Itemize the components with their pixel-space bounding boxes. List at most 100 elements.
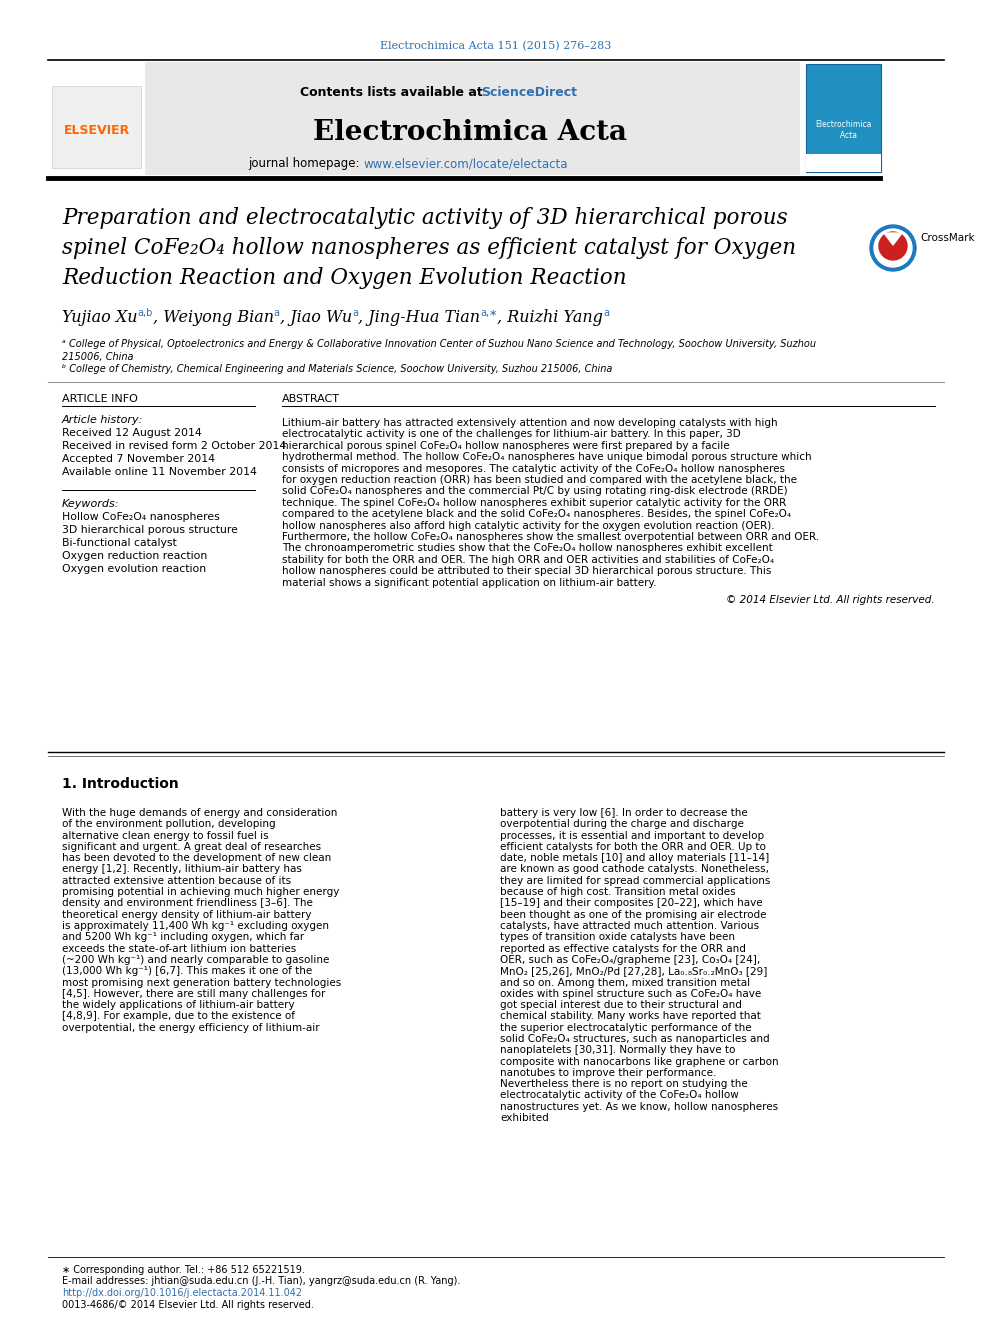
Text: and so on. Among them, mixed transition metal: and so on. Among them, mixed transition …: [500, 978, 750, 987]
Text: compared to the acetylene black and the solid CoFe₂O₄ nanospheres. Besides, the : compared to the acetylene black and the …: [282, 509, 792, 519]
Text: © 2014 Elsevier Ltd. All rights reserved.: © 2014 Elsevier Ltd. All rights reserved…: [726, 595, 935, 605]
Text: got special interest due to their structural and: got special interest due to their struct…: [500, 1000, 742, 1009]
Text: ScienceDirect: ScienceDirect: [481, 86, 577, 99]
Text: and 5200 Wh kg⁻¹ including oxygen, which far: and 5200 Wh kg⁻¹ including oxygen, which…: [62, 933, 305, 942]
Text: a,b: a,b: [138, 308, 153, 318]
Circle shape: [874, 229, 912, 267]
Text: a: a: [603, 308, 609, 318]
Text: nanostructures yet. As we know, hollow nanospheres: nanostructures yet. As we know, hollow n…: [500, 1102, 778, 1111]
Text: 215006, China: 215006, China: [62, 352, 134, 363]
Text: (13,000 Wh kg⁻¹) [6,7]. This makes it one of the: (13,000 Wh kg⁻¹) [6,7]. This makes it on…: [62, 966, 312, 976]
Text: Bi-functional catalyst: Bi-functional catalyst: [62, 538, 177, 548]
Bar: [806, 64, 881, 172]
Text: hollow nanospheres also afford high catalytic activity for the oxygen evolution : hollow nanospheres also afford high cata…: [282, 520, 775, 531]
Text: density and environment friendliness [3–6]. The: density and environment friendliness [3–…: [62, 898, 312, 909]
Text: journal homepage:: journal homepage:: [248, 157, 363, 171]
Text: overpotential during the charge and discharge: overpotential during the charge and disc…: [500, 819, 744, 830]
Text: overpotential, the energy efficiency of lithium-air: overpotential, the energy efficiency of …: [62, 1023, 319, 1033]
Text: exceeds the state-of-art lithium ion batteries: exceeds the state-of-art lithium ion bat…: [62, 943, 297, 954]
Text: Electrochimica Acta 151 (2015) 276–283: Electrochimica Acta 151 (2015) 276–283: [380, 41, 612, 52]
Text: Oxygen evolution reaction: Oxygen evolution reaction: [62, 564, 206, 574]
Text: (~200 Wh kg⁻¹) and nearly comparable to gasoline: (~200 Wh kg⁻¹) and nearly comparable to …: [62, 955, 329, 964]
Text: chemical stability. Many works have reported that: chemical stability. Many works have repo…: [500, 1011, 761, 1021]
Text: [4,8,9]. For example, due to the existence of: [4,8,9]. For example, due to the existen…: [62, 1011, 295, 1021]
Text: ∗ Corresponding author. Tel.: +86 512 65221519.: ∗ Corresponding author. Tel.: +86 512 65…: [62, 1265, 305, 1275]
Text: ELSEVIER: ELSEVIER: [63, 123, 130, 136]
Text: consists of micropores and mesopores. The catalytic activity of the CoFe₂O₄ holl: consists of micropores and mesopores. Th…: [282, 463, 785, 474]
Text: 0013-4686/© 2014 Elsevier Ltd. All rights reserved.: 0013-4686/© 2014 Elsevier Ltd. All right…: [62, 1301, 313, 1310]
Text: processes, it is essential and important to develop: processes, it is essential and important…: [500, 831, 764, 840]
Text: has been devoted to the development of new clean: has been devoted to the development of n…: [62, 853, 331, 863]
Text: nanotubes to improve their performance.: nanotubes to improve their performance.: [500, 1068, 716, 1078]
Text: Preparation and electrocatalytic activity of 3D hierarchical porous: Preparation and electrocatalytic activit…: [62, 206, 788, 229]
Text: they are limited for spread commercial applications: they are limited for spread commercial a…: [500, 876, 771, 886]
Text: a: a: [352, 308, 358, 318]
Text: ᵇ College of Chemistry, Chemical Engineering and Materials Science, Soochow Univ: ᵇ College of Chemistry, Chemical Enginee…: [62, 364, 612, 374]
Text: are known as good cathode catalysts. Nonetheless,: are known as good cathode catalysts. Non…: [500, 864, 769, 875]
Text: a: a: [274, 308, 280, 318]
Text: the superior electrocatalytic performance of the: the superior electrocatalytic performanc…: [500, 1023, 752, 1033]
Text: MnO₂ [25,26], MnO₂/Pd [27,28], La₀.₈Sr₀.₂MnO₃ [29]: MnO₂ [25,26], MnO₂/Pd [27,28], La₀.₈Sr₀.…: [500, 966, 768, 976]
Text: hydrothermal method. The hollow CoFe₂O₄ nanospheres have unique bimodal porous s: hydrothermal method. The hollow CoFe₂O₄ …: [282, 452, 811, 462]
Text: electrocatalytic activity is one of the challenges for lithium-air battery. In t: electrocatalytic activity is one of the …: [282, 430, 741, 439]
Text: Keywords:: Keywords:: [62, 499, 119, 509]
Text: Article history:: Article history:: [62, 415, 144, 425]
Text: reported as effective catalysts for the ORR and: reported as effective catalysts for the …: [500, 943, 746, 954]
Text: 3D hierarchical porous structure: 3D hierarchical porous structure: [62, 525, 238, 534]
Text: Yujiao Xu: Yujiao Xu: [62, 310, 138, 327]
Text: hollow nanospheres could be attributed to their special 3D hierarchical porous s: hollow nanospheres could be attributed t…: [282, 566, 772, 577]
Text: is approximately 11,400 Wh kg⁻¹ excluding oxygen: is approximately 11,400 Wh kg⁻¹ excludin…: [62, 921, 329, 931]
Text: Received 12 August 2014: Received 12 August 2014: [62, 429, 201, 438]
Text: [15–19] and their composites [20–22], which have: [15–19] and their composites [20–22], wh…: [500, 898, 763, 909]
Text: Available online 11 November 2014: Available online 11 November 2014: [62, 467, 257, 478]
Text: Received in revised form 2 October 2014: Received in revised form 2 October 2014: [62, 441, 287, 451]
Text: Accepted 7 November 2014: Accepted 7 November 2014: [62, 454, 215, 464]
Text: most promising next generation battery technologies: most promising next generation battery t…: [62, 978, 341, 987]
Text: battery is very low [6]. In order to decrease the: battery is very low [6]. In order to dec…: [500, 808, 748, 818]
Text: been thought as one of the promising air electrode: been thought as one of the promising air…: [500, 910, 767, 919]
Text: efficient catalysts for both the ORR and OER. Up to: efficient catalysts for both the ORR and…: [500, 841, 766, 852]
Text: spinel CoFe₂O₄ hollow nanospheres as efficient catalyst for Oxygen: spinel CoFe₂O₄ hollow nanospheres as eff…: [62, 237, 797, 259]
Text: because of high cost. Transition metal oxides: because of high cost. Transition metal o…: [500, 888, 736, 897]
Text: solid CoFe₂O₄ nanospheres and the commercial Pt/C by using rotating ring-disk el: solid CoFe₂O₄ nanospheres and the commer…: [282, 487, 788, 496]
Text: , Ruizhi Yang: , Ruizhi Yang: [497, 310, 603, 327]
Text: CrossMark: CrossMark: [920, 233, 974, 243]
Text: Hollow CoFe₂O₄ nanospheres: Hollow CoFe₂O₄ nanospheres: [62, 512, 220, 523]
Text: Contents lists available at: Contents lists available at: [300, 86, 487, 99]
Text: the widely applications of lithium-air battery: the widely applications of lithium-air b…: [62, 1000, 295, 1009]
Text: [4,5]. However, there are still many challenges for: [4,5]. However, there are still many cha…: [62, 988, 325, 999]
Text: technique. The spinel CoFe₂O₄ hollow nanospheres exhibit superior catalytic acti: technique. The spinel CoFe₂O₄ hollow nan…: [282, 497, 787, 508]
Text: Reduction Reaction and Oxygen Evolution Reaction: Reduction Reaction and Oxygen Evolution …: [62, 267, 627, 288]
Bar: [806, 153, 881, 172]
Text: material shows a significant potential application on lithium-air battery.: material shows a significant potential a…: [282, 578, 657, 587]
Text: Furthermore, the hollow CoFe₂O₄ nanospheres show the smallest overpotential betw: Furthermore, the hollow CoFe₂O₄ nanosphe…: [282, 532, 819, 542]
Text: energy [1,2]. Recently, lithium-air battery has: energy [1,2]. Recently, lithium-air batt…: [62, 864, 302, 875]
Text: The chronoamperometric studies show that the CoFe₂O₄ hollow nanospheres exhibit : The chronoamperometric studies show that…: [282, 544, 773, 553]
Text: composite with nanocarbons like graphene or carbon: composite with nanocarbons like graphene…: [500, 1057, 779, 1066]
Text: oxides with spinel structure such as CoFe₂O₄ have: oxides with spinel structure such as CoF…: [500, 988, 761, 999]
Text: electrocatalytic activity of the CoFe₂O₄ hollow: electrocatalytic activity of the CoFe₂O₄…: [500, 1090, 739, 1101]
Text: types of transition oxide catalysts have been: types of transition oxide catalysts have…: [500, 933, 735, 942]
Circle shape: [870, 225, 916, 271]
Text: hierarchical porous spinel CoFe₂O₄ hollow nanospheres were first prepared by a f: hierarchical porous spinel CoFe₂O₄ hollo…: [282, 441, 730, 451]
Text: for oxygen reduction reaction (ORR) has been studied and compared with the acety: for oxygen reduction reaction (ORR) has …: [282, 475, 797, 486]
Text: , Weiyong Bian: , Weiyong Bian: [153, 310, 274, 327]
Text: exhibited: exhibited: [500, 1113, 549, 1123]
Text: significant and urgent. A great deal of researches: significant and urgent. A great deal of …: [62, 841, 321, 852]
Bar: [48, 62, 145, 175]
Text: , Jing-Hua Tian: , Jing-Hua Tian: [358, 310, 480, 327]
Text: www.elsevier.com/locate/electacta: www.elsevier.com/locate/electacta: [363, 157, 567, 171]
Text: , Jiao Wu: , Jiao Wu: [280, 310, 352, 327]
Circle shape: [879, 232, 907, 261]
Text: Electrochimica Acta: Electrochimica Acta: [313, 119, 627, 146]
Bar: [800, 62, 880, 175]
Text: ABSTRACT: ABSTRACT: [282, 394, 340, 404]
Bar: [52, 86, 141, 168]
Text: of the environment pollution, developing: of the environment pollution, developing: [62, 819, 276, 830]
Text: http://dx.doi.org/10.1016/j.electacta.2014.11.042: http://dx.doi.org/10.1016/j.electacta.20…: [62, 1289, 303, 1298]
Text: solid CoFe₂O₄ structures, such as nanoparticles and: solid CoFe₂O₄ structures, such as nanopa…: [500, 1035, 770, 1044]
Text: date, noble metals [10] and alloy materials [11–14]: date, noble metals [10] and alloy materi…: [500, 853, 769, 863]
Text: attracted extensive attention because of its: attracted extensive attention because of…: [62, 876, 291, 886]
Text: alternative clean energy to fossil fuel is: alternative clean energy to fossil fuel …: [62, 831, 269, 840]
Text: Electrochimica
     Acta: Electrochimica Acta: [814, 120, 871, 140]
